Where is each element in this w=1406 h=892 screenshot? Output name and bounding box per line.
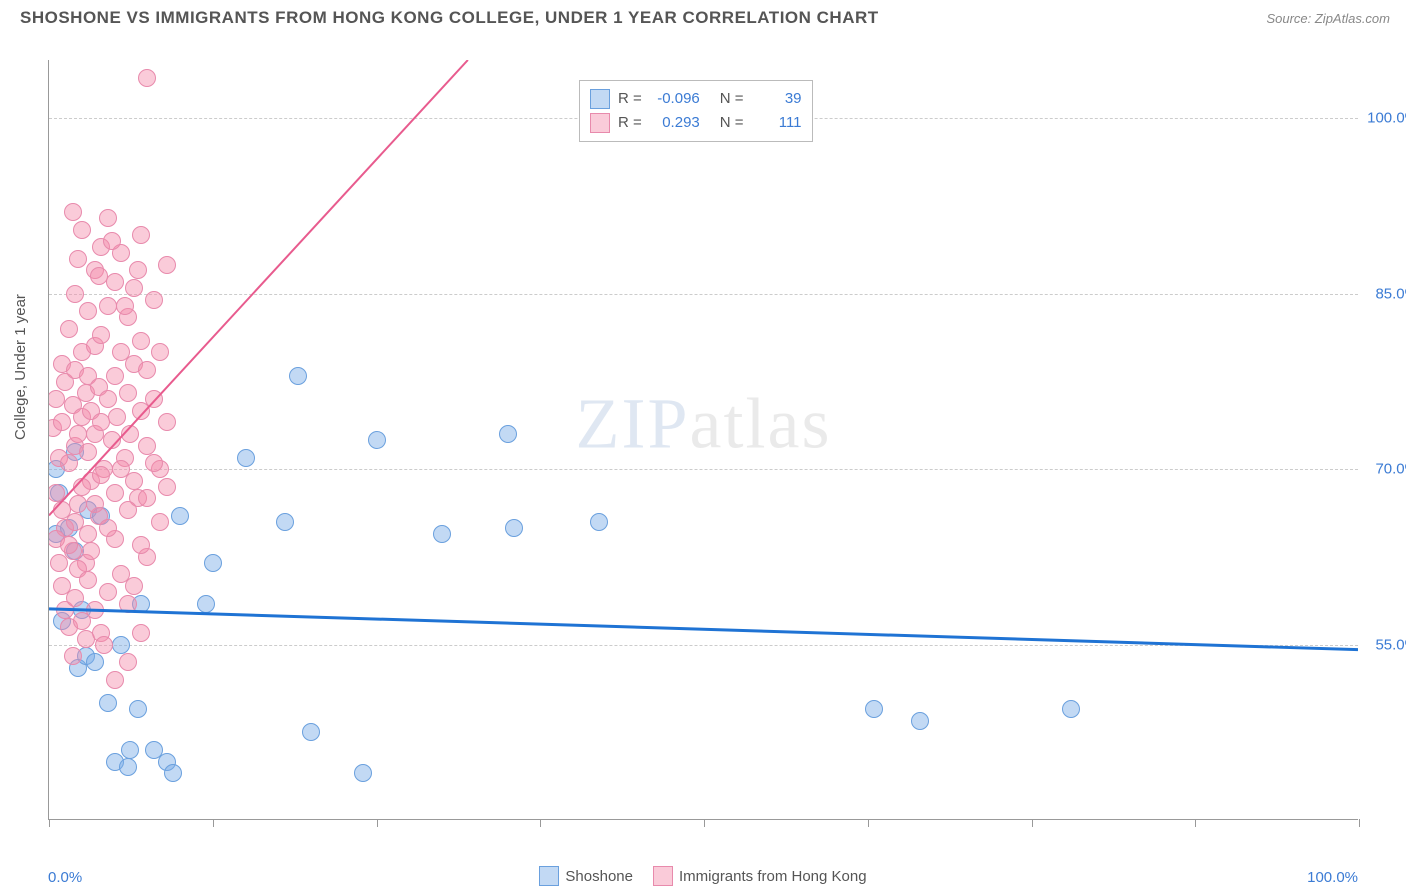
x-tick (213, 819, 214, 827)
legend-swatch (590, 113, 610, 133)
legend-swatch (539, 866, 559, 886)
legend-series-item: Shoshone (539, 866, 633, 886)
legend-stats: R =-0.096N =39R =0.293N =111 (579, 80, 813, 142)
y-tick-label: 55.0% (1363, 636, 1406, 653)
x-tick (1032, 819, 1033, 827)
x-tick (704, 819, 705, 827)
source-attribution: Source: ZipAtlas.com (1266, 11, 1390, 26)
trendline-layer (49, 60, 1358, 819)
x-tick (1195, 819, 1196, 827)
chart-container: College, Under 1 year ZIPatlas 55.0%70.0… (0, 40, 1406, 892)
title-bar: SHOSHONE VS IMMIGRANTS FROM HONG KONG CO… (0, 0, 1406, 36)
legend-series-item: Immigrants from Hong Kong (653, 866, 867, 886)
x-tick (49, 819, 50, 827)
plot-area: ZIPatlas 55.0%70.0%85.0%100.0% R =-0.096… (48, 60, 1358, 820)
legend-stats-row: R =0.293N =111 (590, 111, 802, 135)
x-tick (540, 819, 541, 827)
legend-series: Shoshone Immigrants from Hong Kong (0, 866, 1406, 886)
y-tick-label: 70.0% (1363, 461, 1406, 478)
x-tick (868, 819, 869, 827)
x-tick (1359, 819, 1360, 827)
trendline (49, 609, 1358, 650)
y-tick-label: 85.0% (1363, 285, 1406, 302)
y-axis-title: College, Under 1 year (12, 294, 29, 440)
chart-title: SHOSHONE VS IMMIGRANTS FROM HONG KONG CO… (20, 8, 879, 28)
legend-swatch (653, 866, 673, 886)
x-tick (377, 819, 378, 827)
y-tick-label: 100.0% (1363, 110, 1406, 127)
trendline (49, 60, 468, 515)
legend-swatch (590, 89, 610, 109)
legend-stats-row: R =-0.096N =39 (590, 87, 802, 111)
